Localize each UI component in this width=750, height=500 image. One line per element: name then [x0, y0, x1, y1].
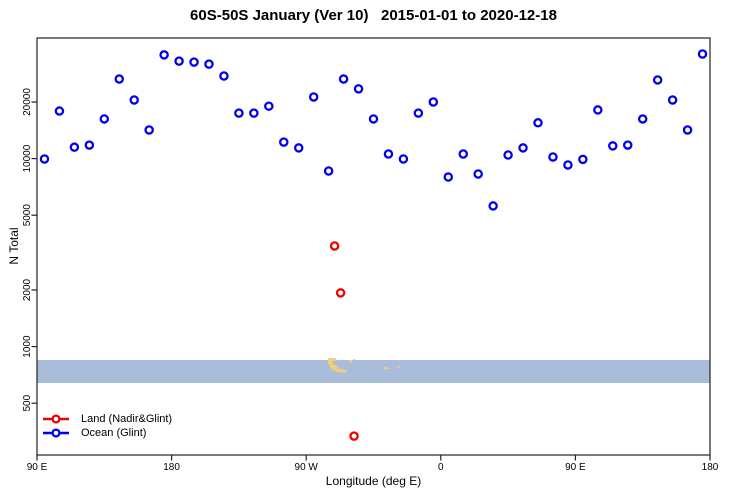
legend-label-ocean: Ocean (Glint) [81, 427, 147, 439]
data-point-ocean [548, 152, 558, 162]
data-point-ocean [234, 108, 244, 118]
x-tick-label: 90 W [295, 462, 319, 473]
y-tick-label: 20000 [22, 88, 33, 116]
data-point-ocean [473, 169, 483, 179]
data-point-ocean [368, 114, 379, 124]
data-point-ocean [697, 49, 708, 59]
ocean-legend-symbol [43, 428, 69, 438]
data-point-ocean [174, 56, 184, 66]
data-point-ocean [383, 149, 394, 159]
data-point-ocean [428, 97, 439, 107]
map-strip-ocean-band [37, 359, 710, 384]
data-point-ocean [159, 50, 169, 60]
data-point-ocean [652, 75, 663, 85]
y-tick-label: 500 [22, 394, 33, 411]
data-point-ocean [204, 59, 214, 69]
data-point-ocean [503, 150, 513, 160]
legend: Land (Nadir&Glint) Ocean (Glint) [42, 412, 172, 440]
data-point-ocean [533, 118, 543, 128]
data-point-ocean [323, 166, 334, 176]
map-strip-land-patagonia [328, 358, 347, 373]
x-axis-title: Longitude (deg E) [325, 474, 422, 488]
chart-title: 60S-50S January (Ver 10) 2015-01-01 to 2… [190, 7, 557, 24]
data-point-ocean [129, 95, 139, 105]
data-point-ocean [84, 140, 95, 150]
y-tick-label: 1000 [22, 335, 33, 358]
data-point-ocean [578, 154, 588, 165]
data-point-ocean [189, 57, 199, 67]
data-point-ocean [518, 143, 528, 153]
x-tick-label: 0 [438, 462, 444, 473]
data-point-ocean [488, 201, 498, 211]
x-tick-label: 180 [702, 462, 719, 473]
data-point-ocean [637, 114, 648, 124]
data-point-ocean [54, 106, 65, 116]
data-point-ocean [458, 149, 468, 159]
data-point-ocean [308, 92, 319, 102]
data-point-ocean [563, 160, 573, 170]
y-axis-title: N Total [7, 227, 21, 265]
data-point-ocean [682, 125, 693, 135]
data-point-ocean [144, 125, 154, 135]
map-strip-land-island [397, 366, 400, 368]
data-point-ocean [413, 108, 424, 118]
data-point-land [329, 241, 340, 251]
data-point-ocean [264, 101, 274, 111]
data-point-ocean [219, 71, 229, 81]
data-point-ocean [338, 74, 349, 84]
x-tick-label: 180 [163, 462, 180, 473]
legend-item-ocean: Ocean (Glint) [42, 426, 172, 440]
data-point-ocean [667, 95, 678, 105]
data-point-ocean [443, 172, 454, 182]
y-tick-label: 10000 [22, 144, 33, 172]
data-point-land [349, 431, 359, 441]
x-tick-label: 90 E [565, 462, 586, 473]
data-point-ocean [249, 108, 259, 118]
land-legend-symbol [43, 414, 69, 424]
map-strip-land-island [388, 368, 390, 369]
data-point-ocean [593, 105, 603, 115]
data-point-ocean [114, 74, 125, 84]
y-tick-label: 2000 [22, 278, 33, 301]
map-strip-land-island [350, 363, 352, 364]
data-point-ocean [353, 84, 364, 94]
x-tick-label: 90 E [27, 462, 48, 473]
map-strip-land-island [383, 367, 387, 369]
legend-label-land: Land (Nadir&Glint) [81, 413, 173, 425]
data-point-land [335, 288, 346, 298]
y-tick-label: 5000 [22, 204, 33, 227]
data-point-ocean [69, 142, 80, 152]
data-point-ocean [608, 141, 618, 151]
data-point-ocean [39, 154, 50, 164]
map-strip-land-island [349, 360, 352, 362]
data-point-ocean [99, 114, 110, 124]
data-point-ocean [622, 140, 633, 150]
legend-item-land: Land (Nadir&Glint) [42, 412, 172, 426]
plot-box [36, 37, 711, 456]
data-point-ocean [279, 137, 289, 147]
data-point-ocean [293, 143, 304, 153]
data-point-ocean [398, 154, 409, 164]
map-strip-land-island [353, 359, 355, 361]
